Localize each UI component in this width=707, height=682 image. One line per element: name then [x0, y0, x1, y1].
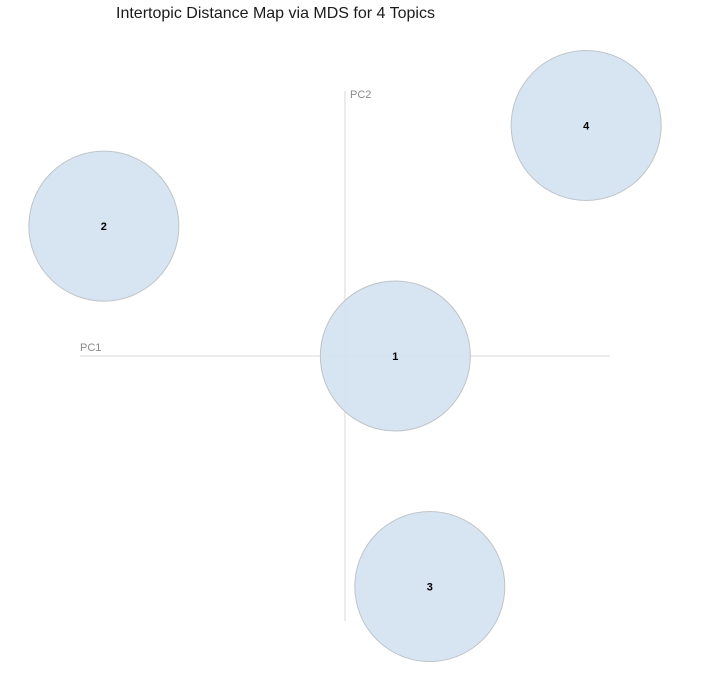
topic-circle-4[interactable]: [510, 49, 662, 201]
topic-circle-3[interactable]: [354, 511, 506, 663]
topic-circle-2[interactable]: [28, 150, 180, 302]
pc1-axis-label: PC1: [80, 342, 101, 354]
pc2-axis-label: PC2: [350, 89, 371, 101]
chart-title: Intertopic Distance Map via MDS for 4 To…: [116, 5, 435, 22]
topic-circle-1[interactable]: [319, 280, 471, 432]
